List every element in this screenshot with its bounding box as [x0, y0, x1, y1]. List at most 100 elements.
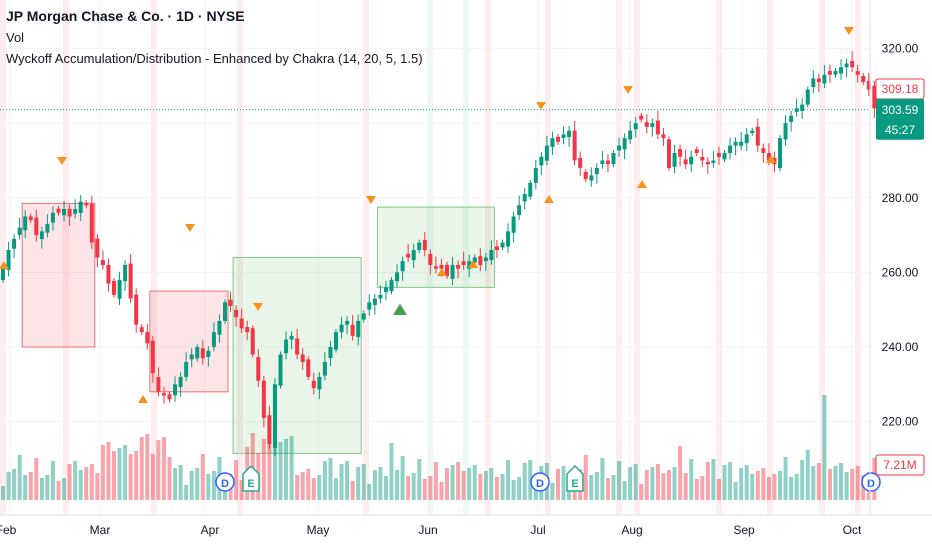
candle	[67, 209, 72, 217]
volume-bar	[89, 464, 94, 500]
volume-bar	[428, 476, 433, 500]
candle	[250, 328, 255, 355]
dividend-event-icon[interactable]: D	[530, 472, 550, 492]
candle	[389, 279, 394, 292]
volume-bar	[461, 471, 466, 500]
candle	[178, 376, 183, 387]
candle	[655, 120, 660, 135]
volume-bar	[123, 445, 128, 500]
candle	[78, 201, 83, 213]
candle	[456, 264, 461, 269]
price-scale: 320.00300.00280.00260.00240.00220.00309.…	[869, 0, 925, 515]
candle	[28, 216, 33, 221]
dividend-event-icon[interactable]: D	[861, 472, 881, 492]
sell-signal-arrow	[536, 102, 546, 110]
time-tick-label: Sep	[733, 523, 755, 537]
candle	[733, 141, 738, 146]
volume-bar	[350, 481, 355, 500]
candle	[189, 354, 194, 360]
volume-tag	[875, 454, 925, 476]
candle	[34, 217, 39, 236]
volume-bar	[650, 467, 655, 500]
time-scale: Feb Mar Apr May Jun Jul Aug Sep Oct	[0, 514, 932, 537]
candle	[539, 156, 544, 166]
candle	[739, 141, 744, 146]
candle	[700, 156, 705, 161]
candle	[150, 340, 155, 374]
candle	[639, 115, 644, 120]
volume-bar	[195, 468, 200, 500]
candle	[272, 384, 277, 448]
volume-bar	[472, 465, 477, 500]
volume-bar	[28, 472, 33, 500]
earnings-event-icon[interactable]: E	[566, 464, 584, 492]
candle	[261, 380, 266, 418]
candle	[517, 205, 522, 216]
volume-bar	[367, 484, 372, 500]
spring-signal-arrow	[393, 303, 407, 315]
candle	[406, 253, 411, 258]
last-price-tag	[876, 98, 924, 140]
bar-countdown-label: 45:27	[885, 123, 915, 137]
candle	[345, 320, 350, 325]
price-tick-label: 280.00	[882, 191, 919, 205]
candle	[794, 108, 799, 112]
candle	[12, 238, 17, 249]
volume-bar	[200, 454, 205, 500]
candle	[572, 130, 577, 161]
earnings-event-icon[interactable]: E	[242, 464, 260, 492]
volume-bar	[67, 464, 72, 500]
volume-bar	[694, 479, 699, 500]
candle	[39, 231, 44, 240]
volume-bar	[711, 459, 716, 500]
candle	[112, 281, 116, 295]
candle	[744, 134, 749, 144]
volume-bar	[667, 470, 671, 500]
volume-indicator-label[interactable]: Vol	[6, 30, 25, 45]
volume-bar	[467, 468, 472, 500]
candle	[483, 257, 488, 262]
volume-bar	[295, 475, 300, 500]
candle	[728, 145, 733, 154]
volume-bar	[689, 459, 694, 500]
volume-bar	[722, 465, 727, 500]
candle	[256, 357, 261, 381]
volume-bar	[561, 466, 566, 500]
candle	[284, 339, 289, 354]
candle	[73, 209, 78, 214]
volume-bar	[250, 433, 255, 500]
candle	[228, 299, 233, 306]
candle	[722, 153, 727, 160]
candle	[300, 354, 305, 362]
volume-bar	[378, 467, 383, 500]
volume-bar	[73, 461, 78, 500]
volume-bar	[744, 465, 749, 500]
event-band	[545, 0, 551, 515]
candle	[861, 75, 866, 83]
candle	[223, 302, 227, 321]
candle	[589, 175, 594, 181]
volume-bar	[500, 474, 505, 500]
candle	[367, 302, 372, 310]
accumulation-zone	[376, 206, 495, 288]
volume-bar	[517, 477, 522, 500]
dividend-event-icon[interactable]: D	[215, 472, 235, 492]
volume-bar	[156, 440, 161, 500]
time-tick-label: Oct	[843, 523, 862, 537]
wyckoff-indicator-label[interactable]: Wyckoff Accumulation/Distribution - Enha…	[6, 51, 423, 66]
volume-bar	[733, 482, 738, 500]
earnings-shape	[242, 464, 260, 492]
candle	[195, 347, 200, 359]
event-letter: D	[536, 478, 544, 490]
volume-bar	[850, 469, 855, 500]
distribution-zone	[21, 202, 96, 348]
buy-signal-arrow	[637, 180, 647, 188]
candle	[156, 377, 161, 392]
symbol-title[interactable]: JP Morgan Chase & Co. · 1D · NYSE	[6, 8, 245, 24]
buy-signal-arrow	[766, 155, 776, 163]
candle	[617, 145, 622, 151]
volume-bar	[489, 468, 494, 500]
event-band	[63, 0, 69, 515]
candle	[334, 332, 338, 350]
